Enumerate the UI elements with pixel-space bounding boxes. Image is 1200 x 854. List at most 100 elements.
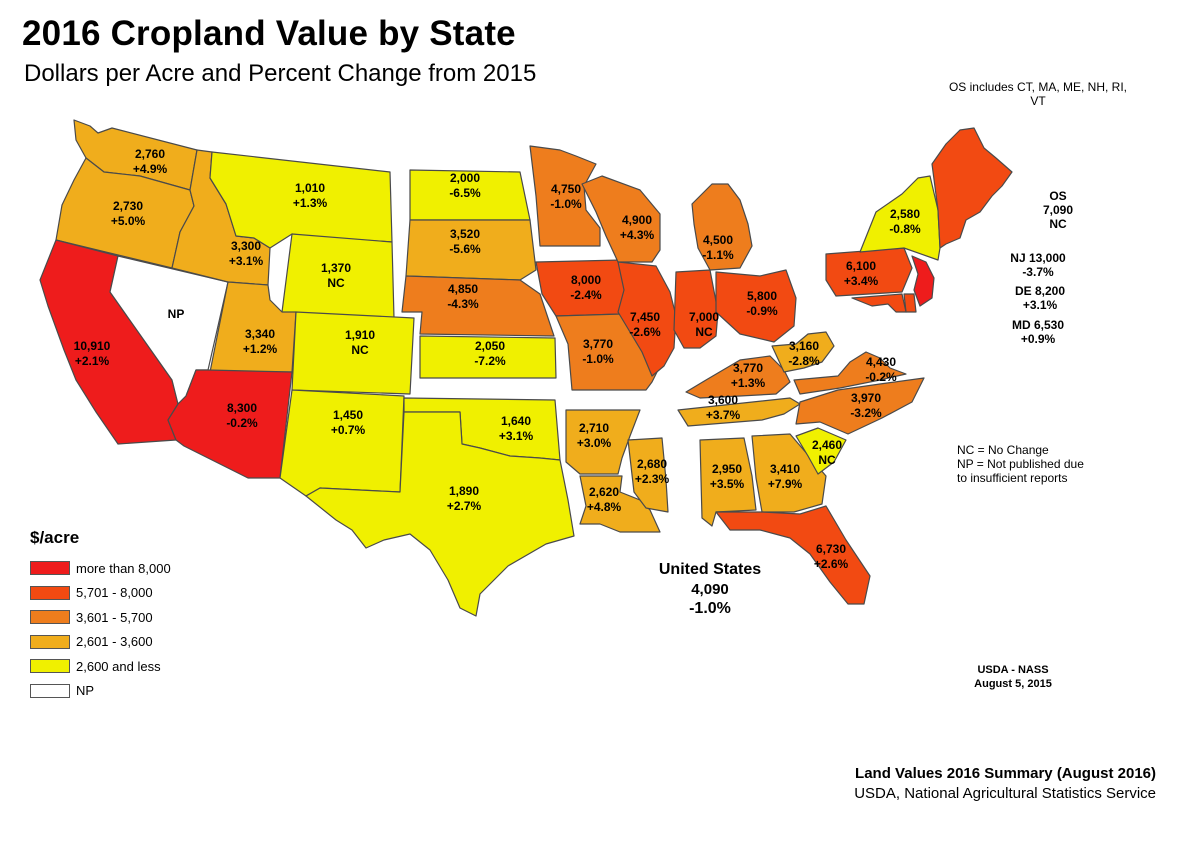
- state-sd: [405, 219, 537, 281]
- state-label-ky: 3,770 +1.3%: [731, 361, 766, 390]
- legend-label: NP: [76, 683, 95, 699]
- state-mi: [691, 183, 753, 271]
- state-label-mn: 4,750 -1.0%: [550, 182, 582, 211]
- legend-swatch: [30, 683, 70, 698]
- state-md: [851, 293, 907, 313]
- state-il: [617, 261, 677, 377]
- source-agency: USDA, National Agricultural Statistics S…: [854, 785, 1156, 802]
- state-label-nv: NP: [168, 307, 185, 321]
- state-tn: [677, 397, 801, 427]
- state-label-wi: 4,900 +4.3%: [620, 213, 655, 242]
- state-label-az: 8,300 -0.2%: [226, 401, 258, 430]
- state-label-nd: 2,000 -6.5%: [449, 171, 481, 200]
- state-label-sd: 3,520 -5.6%: [449, 227, 481, 256]
- state-label-ny: 2,580 -0.8%: [889, 207, 921, 236]
- state-sc: [795, 427, 847, 475]
- state-os: [931, 127, 1013, 249]
- legend-item: 5,701 - 8,000: [30, 581, 171, 606]
- nc-note: NC = No Change: [957, 443, 1049, 457]
- legend-label: 3,601 - 5,700: [76, 609, 153, 625]
- np-note-line1: NP = Not published due: [957, 457, 1084, 471]
- state-de: [903, 293, 917, 313]
- legend-item: 2,601 - 3,600: [30, 630, 171, 655]
- state-nj: [911, 255, 935, 307]
- legend-label: 2,601 - 3,600: [76, 634, 153, 650]
- state-label-ut: 3,340 +1.2%: [243, 327, 278, 356]
- state-ms: [627, 437, 669, 513]
- state-shapes: [39, 119, 1013, 617]
- state-ga: [751, 433, 827, 513]
- state-label-in: 7,000 NC: [689, 310, 719, 339]
- source-report: Land Values 2016 Summary (August 2016): [855, 765, 1156, 782]
- state-label-fl: 6,730 +2.6%: [814, 542, 849, 571]
- state-fl: [715, 505, 871, 605]
- state-nc: [795, 377, 925, 435]
- state-label-sc: 2,460 NC: [812, 438, 842, 467]
- state-mt: [209, 151, 393, 249]
- state-label-nm: 1,450 +0.7%: [331, 408, 366, 437]
- side-label-nj: NJ 13,000 -3.7%: [1010, 251, 1066, 279]
- us-total-name: United States: [658, 561, 762, 578]
- state-az: [167, 369, 293, 479]
- legend-rows: more than 8,000 5,701 - 8,000 3,601 - 5,70…: [30, 556, 171, 703]
- state-labels: 2,760 +4.9% 2,730 +5.0% 10,910 +2.1% NP 3,300 +3…: [74, 147, 921, 571]
- legend-swatch: [30, 561, 70, 576]
- state-label-co: 1,910 NC: [345, 328, 375, 357]
- abbreviation-notes: NC = No Change NP = Not published due to…: [957, 443, 1127, 485]
- credit-agency: USDA - NASS: [977, 664, 1049, 676]
- state-label-nc: 3,970 -3.2%: [850, 391, 882, 420]
- us-total-value: 4,090: [691, 581, 729, 598]
- state-label-tx: 1,890 +2.7%: [447, 484, 482, 513]
- side-label-os: OS 7,090 NC: [1043, 189, 1073, 231]
- state-label-wy: 1,370 NC: [321, 261, 351, 290]
- legend-title: $/acre: [30, 528, 80, 547]
- state-ar: [565, 409, 641, 475]
- state-label-pa: 6,100 +3.4%: [844, 259, 879, 288]
- os-includes-note: OS includes CT, MA, ME, NH, RI, VT: [948, 80, 1128, 108]
- state-label-al: 2,950 +3.5%: [710, 462, 745, 491]
- state-label-ia: 8,000 -2.4%: [570, 273, 602, 302]
- state-tx: [305, 411, 575, 617]
- us-total-change: -1.0%: [689, 600, 731, 617]
- np-note-line2: to insufficient reports: [957, 471, 1068, 485]
- legend-swatch: [30, 585, 70, 600]
- state-co: [291, 311, 415, 395]
- legend: $/acre more than 8,000 5,701 - 8,000 3,601…: [30, 528, 171, 703]
- side-label-de: DE 8,200 +3.1%: [1015, 284, 1065, 312]
- state-wv: [771, 331, 835, 373]
- state-label-ca: 10,910 +2.1%: [74, 339, 111, 368]
- legend-item: 3,601 - 5,700: [30, 605, 171, 630]
- state-label-ne: 4,850 -4.3%: [447, 282, 479, 311]
- state-label-va: 4,430 -0.2%: [865, 355, 897, 384]
- state-oh: [715, 269, 797, 343]
- state-wi: [581, 175, 661, 263]
- state-in: [673, 269, 719, 349]
- legend-label: 2,600 and less: [76, 658, 161, 674]
- state-label-il: 7,450 -2.6%: [629, 310, 661, 339]
- legend-label: more than 8,000: [76, 560, 171, 576]
- state-mn: [529, 145, 601, 247]
- legend-swatch: [30, 659, 70, 674]
- state-label-ok: 1,640 +3.1%: [499, 414, 534, 443]
- legend-item: more than 8,000: [30, 556, 171, 581]
- state-label-id: 3,300 +3.1%: [229, 239, 264, 268]
- state-label-ar: 2,710 +3.0%: [577, 421, 612, 450]
- legend-item: 2,600 and less: [30, 654, 171, 679]
- small-state-labels: OS 7,090 NC NJ 13,000 -3.7% DE 8,200 +3.1% MD 6…: [1010, 189, 1073, 346]
- state-label-ks: 2,050 -7.2%: [474, 339, 506, 368]
- state-va: [793, 351, 907, 395]
- credit-date: August 5, 2015: [974, 678, 1052, 690]
- state-ne: [401, 275, 555, 337]
- map-title: 2016 Cropland Value by State: [22, 14, 516, 53]
- map-subtitle: Dollars per Acre and Percent Change from…: [24, 60, 537, 87]
- state-label-tn: 3,600 +3.7%: [706, 393, 741, 422]
- state-label-or: 2,730 +5.0%: [111, 199, 146, 228]
- legend-label: 5,701 - 8,000: [76, 585, 153, 601]
- state-label-wa: 2,760 +4.9%: [133, 147, 168, 176]
- state-label-oh: 5,800 -0.9%: [746, 289, 778, 318]
- legend-swatch: [30, 610, 70, 625]
- state-label-wv: 3,160 -2.8%: [788, 339, 820, 368]
- state-label-mt: 1,010 +1.3%: [293, 181, 328, 210]
- state-label-ms: 2,680 +2.3%: [635, 457, 670, 486]
